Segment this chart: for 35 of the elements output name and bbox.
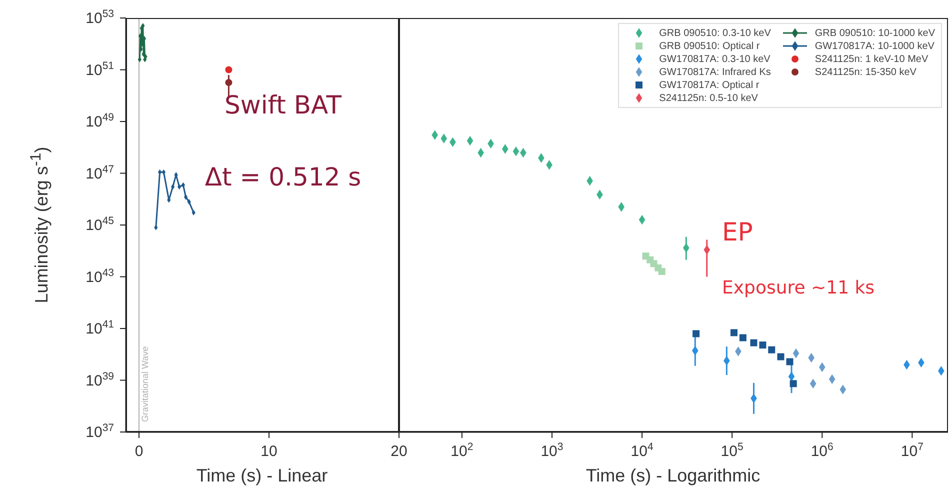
y-tick-label: 10$^{37}$ — [86, 422, 114, 441]
x-tick-label: 10$^{3}$ — [540, 441, 564, 460]
x-tick-label: 10$^{4}$ — [630, 441, 654, 460]
y-tick-label: 10$^{47}$ — [86, 163, 114, 182]
legend-label: GW170817A: 10-1000 keV — [814, 40, 934, 52]
annotation: Δt = 0.512 s — [204, 162, 362, 192]
x-axis-title: Time (s) - Logarithmic — [586, 466, 760, 486]
x-tick-label: 10$^{5}$ — [720, 441, 744, 460]
legend-label: GW170817A: Optical r — [659, 80, 760, 90]
annotation: Swift BAT — [224, 90, 342, 120]
ref-line-label: Gravitational Wave — [140, 346, 150, 422]
legend-label: GW170817A: 0.3-10 keV — [659, 54, 770, 64]
legend-label: S241125n: 15-350 keV — [814, 66, 916, 78]
annotation: EP — [722, 218, 753, 246]
x-tick-label: 0 — [134, 443, 144, 460]
legend-label: S241125n: 1 keV-10 MeV — [814, 54, 928, 64]
x-tick-label: 10 — [260, 443, 278, 460]
y-tick-label: 10$^{39}$ — [86, 370, 114, 390]
y-tick-label: 10$^{45}$ — [86, 215, 114, 234]
x-tick-label: 20 — [390, 443, 408, 460]
legend-label: S241125n: 0.5-10 keV — [659, 92, 758, 104]
y-tick-label: 10$^{41}$ — [86, 318, 114, 338]
y-tick-label: 10$^{53}$ — [86, 8, 114, 27]
y-tick-label: 10$^{49}$ — [86, 112, 114, 130]
legend-label: GRB 090510: Optical r — [659, 40, 760, 52]
y-tick-label: 10$^{43}$ — [86, 266, 114, 286]
legend-label: GW170817A: Infrared Ks — [659, 66, 771, 78]
x-axis-title: Time (s) - Linear — [196, 466, 328, 486]
x-tick-label: 10$^{6}$ — [810, 441, 834, 460]
y-tick-label: 10$^{51}$ — [86, 60, 114, 79]
x-tick-label: 10$^{7}$ — [900, 441, 924, 460]
x-tick-label: 10$^{2}$ — [450, 441, 474, 460]
legend-label: GRB 090510: 10-1000 keV — [814, 28, 935, 38]
annotation: Exposure ~11 ks — [722, 278, 875, 298]
legend-label: GRB 090510: 0.3-10 keV — [659, 28, 771, 38]
